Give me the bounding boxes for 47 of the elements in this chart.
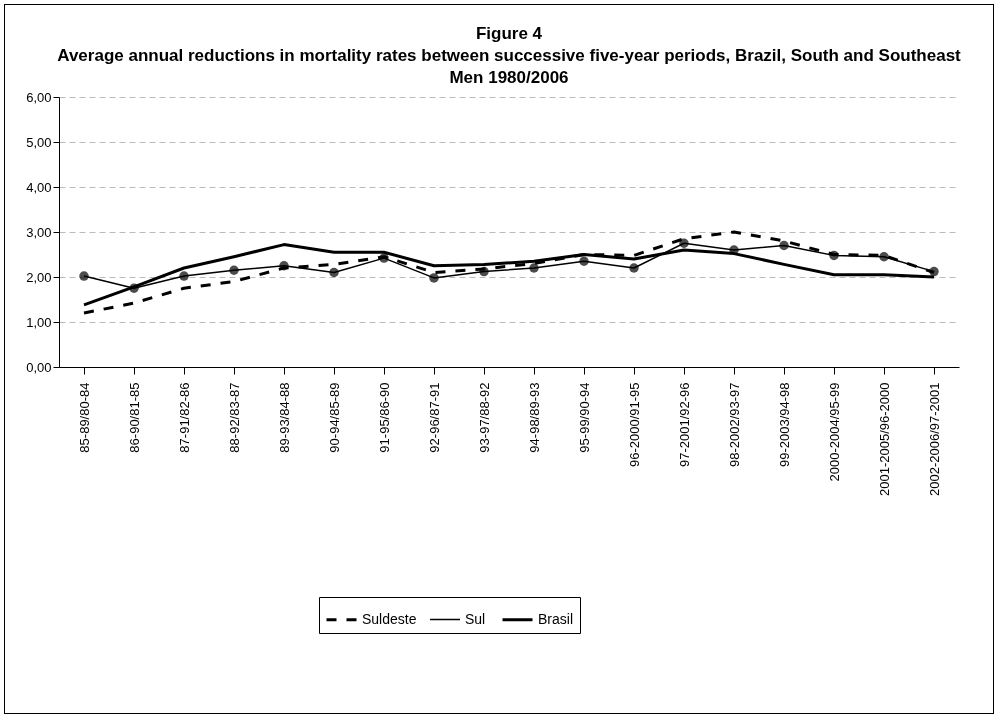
x-tick-label: 94-98/89-93 [526, 382, 542, 453]
x-tick-label: 2002-2006/97-2001 [926, 382, 942, 496]
y-tick-label: 2,00 [26, 269, 52, 285]
y-tick-label: 4,00 [26, 179, 52, 195]
legend-label: Suldeste [362, 610, 417, 627]
point [629, 263, 639, 273]
x-tick-label: 88-92/83-87 [226, 382, 242, 453]
x-tick-label: 96-2000/91-95 [626, 382, 642, 468]
x-tick-label: 98-2002/93-97 [726, 382, 742, 468]
chart-title: Figure 4 Average annual reductions in mortality rates between successive five-year periods, Brazil, South and Southeast Men 1980/2006 [57, 24, 962, 87]
x-tick-label: 86-90/81-85 [126, 382, 142, 453]
legend-label: Sul [465, 610, 486, 627]
point [779, 240, 789, 251]
point [79, 271, 89, 281]
y-tick-label: 5,00 [26, 134, 52, 150]
point [929, 266, 939, 277]
x-tick-label: 93-97/88-92 [476, 382, 492, 453]
point [279, 261, 289, 271]
y-tick-label: 3,00 [26, 224, 52, 240]
point [829, 250, 839, 261]
point [429, 273, 439, 283]
point [679, 238, 689, 248]
point [229, 265, 239, 275]
legend-label: Brasil [538, 610, 574, 627]
point [579, 256, 589, 266]
x-tick-label: 89-93/84-88 [276, 382, 292, 453]
x-tick-label: 90-94/85-89 [326, 382, 342, 453]
point [729, 245, 739, 255]
x-tick-label: 97-2001/92-96 [676, 382, 692, 468]
x-tick-label: 87-91/82-86 [176, 382, 192, 453]
x-tick-label: 92-96/87-91 [426, 382, 442, 453]
y-tick-label: 1,00 [26, 314, 52, 330]
x-tick-label: 2000-2004/95-99 [826, 382, 842, 482]
point [179, 271, 189, 281]
point [379, 253, 389, 263]
x-tick-label: 85-89/80-84 [76, 382, 92, 453]
point [129, 283, 139, 293]
point [329, 267, 339, 278]
x-tick-label: 99-2003/94-98 [776, 382, 792, 468]
point [879, 252, 889, 262]
x-tick-label: 95-99/90-94 [576, 382, 592, 453]
y-tick-label: 6,00 [26, 89, 52, 105]
x-tick-label: 2001-2005/96-2000 [876, 382, 892, 496]
y-tick-label: 0,00 [26, 359, 52, 375]
x-tick-label: 91-95/86-90 [376, 382, 392, 453]
point [529, 263, 539, 273]
point [479, 266, 489, 277]
